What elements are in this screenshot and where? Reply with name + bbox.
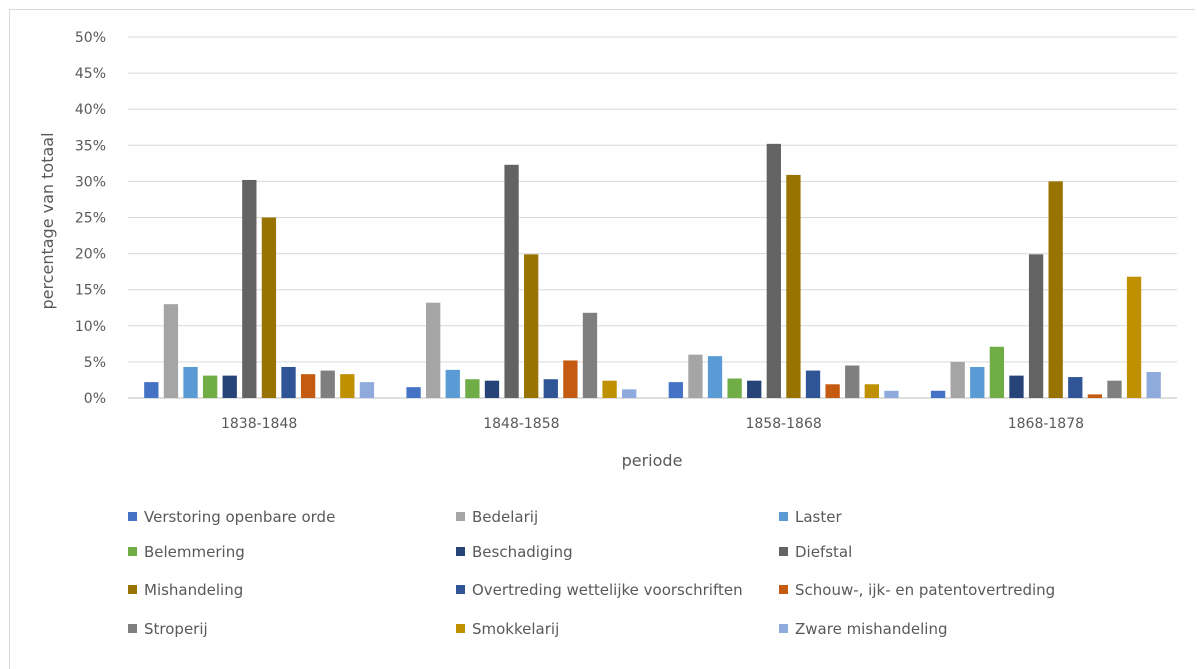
- y-tick-labels: 0% 5% 10% 15% 20% 25% 30% 35% 40% 45% 50%: [75, 30, 106, 407]
- bar: [144, 382, 159, 398]
- bar: [930, 390, 946, 398]
- x-axis-title: periode: [622, 451, 683, 470]
- bar: [183, 366, 198, 398]
- bar: [1107, 380, 1122, 398]
- bar: [524, 254, 539, 398]
- bar: [602, 380, 617, 398]
- bar: [1048, 181, 1063, 398]
- legend-swatch: [779, 624, 788, 633]
- legend-label: Smokkelarij: [472, 620, 559, 638]
- legend-label: Laster: [795, 508, 842, 526]
- bar: [727, 378, 742, 398]
- bar: [970, 366, 985, 398]
- bar: [543, 379, 558, 398]
- y-tick-label: 35%: [75, 138, 106, 154]
- bar: [426, 302, 441, 398]
- gridlines: [128, 36, 1177, 399]
- y-tick-label: 45%: [75, 66, 106, 82]
- y-tick-label: 40%: [75, 102, 106, 118]
- bar: [805, 370, 821, 398]
- legend-label: Stroperij: [144, 620, 208, 638]
- bar: [163, 304, 179, 398]
- legend-swatch: [128, 512, 137, 521]
- legend-label: Beschadiging: [472, 543, 573, 561]
- bar: [1068, 377, 1083, 398]
- bar: [1087, 394, 1103, 398]
- x-tick-label: 1838-1848: [221, 416, 297, 432]
- legend-label: Bedelarij: [472, 508, 538, 526]
- bar: [340, 374, 355, 398]
- bar: [1146, 372, 1161, 398]
- bar: [300, 374, 316, 398]
- legend-label: Overtreding wettelijke voorschriften: [472, 581, 743, 599]
- y-tick-label: 15%: [75, 283, 106, 299]
- bar: [989, 346, 1005, 398]
- bar: [484, 380, 500, 398]
- bar: [845, 365, 860, 398]
- y-tick-label: 5%: [84, 355, 106, 371]
- legend-swatch: [456, 512, 465, 521]
- legend-swatch: [456, 547, 465, 556]
- legend-label: Belemmering: [144, 543, 245, 561]
- x-tick-label: 1858-1868: [745, 416, 821, 432]
- bar: [766, 143, 781, 398]
- bar: [1126, 276, 1142, 398]
- bar: [747, 380, 762, 398]
- bar: [786, 174, 801, 398]
- bar: [222, 375, 237, 398]
- bar: [563, 360, 578, 398]
- legend-label: Zware mishandeling: [795, 620, 947, 638]
- bar: [242, 179, 257, 398]
- y-tick-label: 0%: [84, 391, 106, 407]
- y-tick-label: 50%: [75, 30, 106, 46]
- y-tick-label: 20%: [75, 247, 106, 263]
- y-tick-label: 30%: [75, 174, 106, 190]
- legend-swatch: [779, 585, 788, 594]
- y-tick-label: 10%: [75, 319, 106, 335]
- bar: [688, 354, 703, 398]
- legend-swatch: [128, 585, 137, 594]
- bar: [465, 379, 480, 398]
- x-tick-label: 1848-1858: [483, 416, 559, 432]
- bar: [582, 312, 598, 398]
- legend-label: Diefstal: [795, 543, 852, 561]
- bar: [950, 361, 965, 398]
- legend-label: Mishandeling: [144, 581, 243, 599]
- bar: [622, 389, 637, 398]
- bar: [668, 382, 683, 398]
- x-tick-label: 1868-1878: [1008, 416, 1084, 432]
- bar: [864, 384, 879, 398]
- legend-swatch: [128, 624, 137, 633]
- legend-swatch: [128, 547, 137, 556]
- legend-swatch: [456, 624, 465, 633]
- bar: [320, 370, 335, 398]
- bar: [261, 217, 277, 398]
- bar: [707, 356, 723, 398]
- bar: [825, 384, 840, 398]
- bar: [202, 375, 218, 398]
- legend-label: Schouw-, ijk- en patentovertreding: [795, 581, 1055, 599]
- legend-label: Verstoring openbare orde: [144, 508, 335, 526]
- bar: [359, 382, 375, 398]
- x-tick-labels: 1838-1848 1848-1858 1858-1868 1868-1878: [221, 416, 1084, 432]
- bar: [406, 387, 421, 398]
- chart-frame: [9, 9, 1195, 669]
- bar: [1009, 375, 1024, 398]
- bars: [144, 143, 1161, 398]
- bar: [281, 366, 296, 398]
- bar: [445, 369, 460, 398]
- legend-swatch: [779, 512, 788, 521]
- y-axis-title: percentage van totaal: [38, 132, 57, 309]
- bar: [1028, 254, 1044, 398]
- legend: Verstoring openbare orde Bedelarij Laster B…: [128, 508, 1055, 638]
- bar: [504, 164, 519, 398]
- bar: [884, 390, 899, 398]
- legend-swatch: [456, 585, 465, 594]
- y-tick-label: 25%: [75, 211, 106, 227]
- legend-swatch: [779, 547, 788, 556]
